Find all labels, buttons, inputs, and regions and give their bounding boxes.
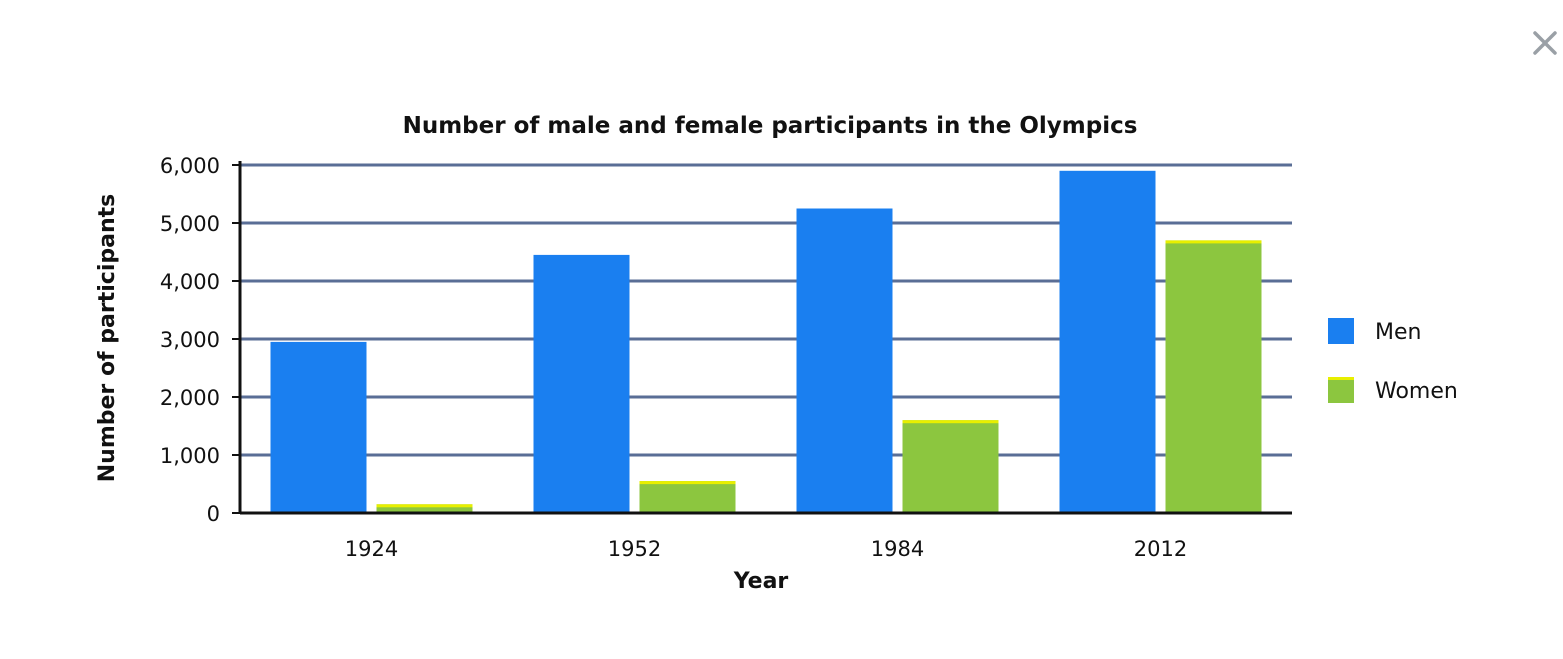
y-axis-label: Number of participants <box>95 194 120 482</box>
bar-women-1984 <box>902 420 999 513</box>
y-tick-label: 5,000 <box>160 212 220 236</box>
x-tick-label: 1924 <box>345 537 398 561</box>
legend: Men Women <box>1328 318 1458 404</box>
y-tick-label: 3,000 <box>160 328 220 352</box>
bar-women-1924 <box>376 504 473 513</box>
legend-swatch-men <box>1328 318 1354 344</box>
legend-label-women: Women <box>1375 379 1458 404</box>
axes <box>238 161 1292 515</box>
bar-men-1984 <box>796 208 893 513</box>
chart-title: Number of male and female participants i… <box>403 113 1138 139</box>
bar-women-2012 <box>1165 240 1262 513</box>
close-icon <box>1533 31 1557 55</box>
bar-men-1924 <box>270 341 367 513</box>
bar-men-1952 <box>533 254 630 513</box>
bar-cap <box>376 504 473 508</box>
bar-cap <box>639 481 736 485</box>
x-tick-label: 1984 <box>871 537 924 561</box>
y-tick-label: 1,000 <box>160 444 220 468</box>
bar-men-2012 <box>1059 170 1156 514</box>
x-tick-label: 1952 <box>608 537 661 561</box>
x-tick-label: 2012 <box>1134 537 1187 561</box>
bar-women-1952 <box>639 481 736 513</box>
y-tick-label: 4,000 <box>160 270 220 294</box>
bars <box>270 170 1262 514</box>
y-tick-label: 6,000 <box>160 154 220 178</box>
chart-panel: Number of male and female participants i… <box>80 88 1490 608</box>
legend-swatch-cap <box>1328 377 1354 380</box>
bar-cap <box>902 420 999 424</box>
close-button[interactable] <box>1528 26 1562 60</box>
bar-chart: Number of male and female participants i… <box>95 113 1458 594</box>
legend-label-men: Men <box>1375 320 1421 345</box>
y-tick-labels: 0 1,000 2,000 3,000 4,000 5,000 6,000 <box>160 154 220 526</box>
y-tick-label: 2,000 <box>160 386 220 410</box>
legend-swatch-women <box>1328 377 1354 403</box>
x-axis-label: Year <box>733 569 789 594</box>
x-tick-labels: 1924 1952 1984 2012 <box>345 537 1187 561</box>
bar-cap <box>1165 240 1262 244</box>
y-tick-label: 0 <box>207 502 220 526</box>
